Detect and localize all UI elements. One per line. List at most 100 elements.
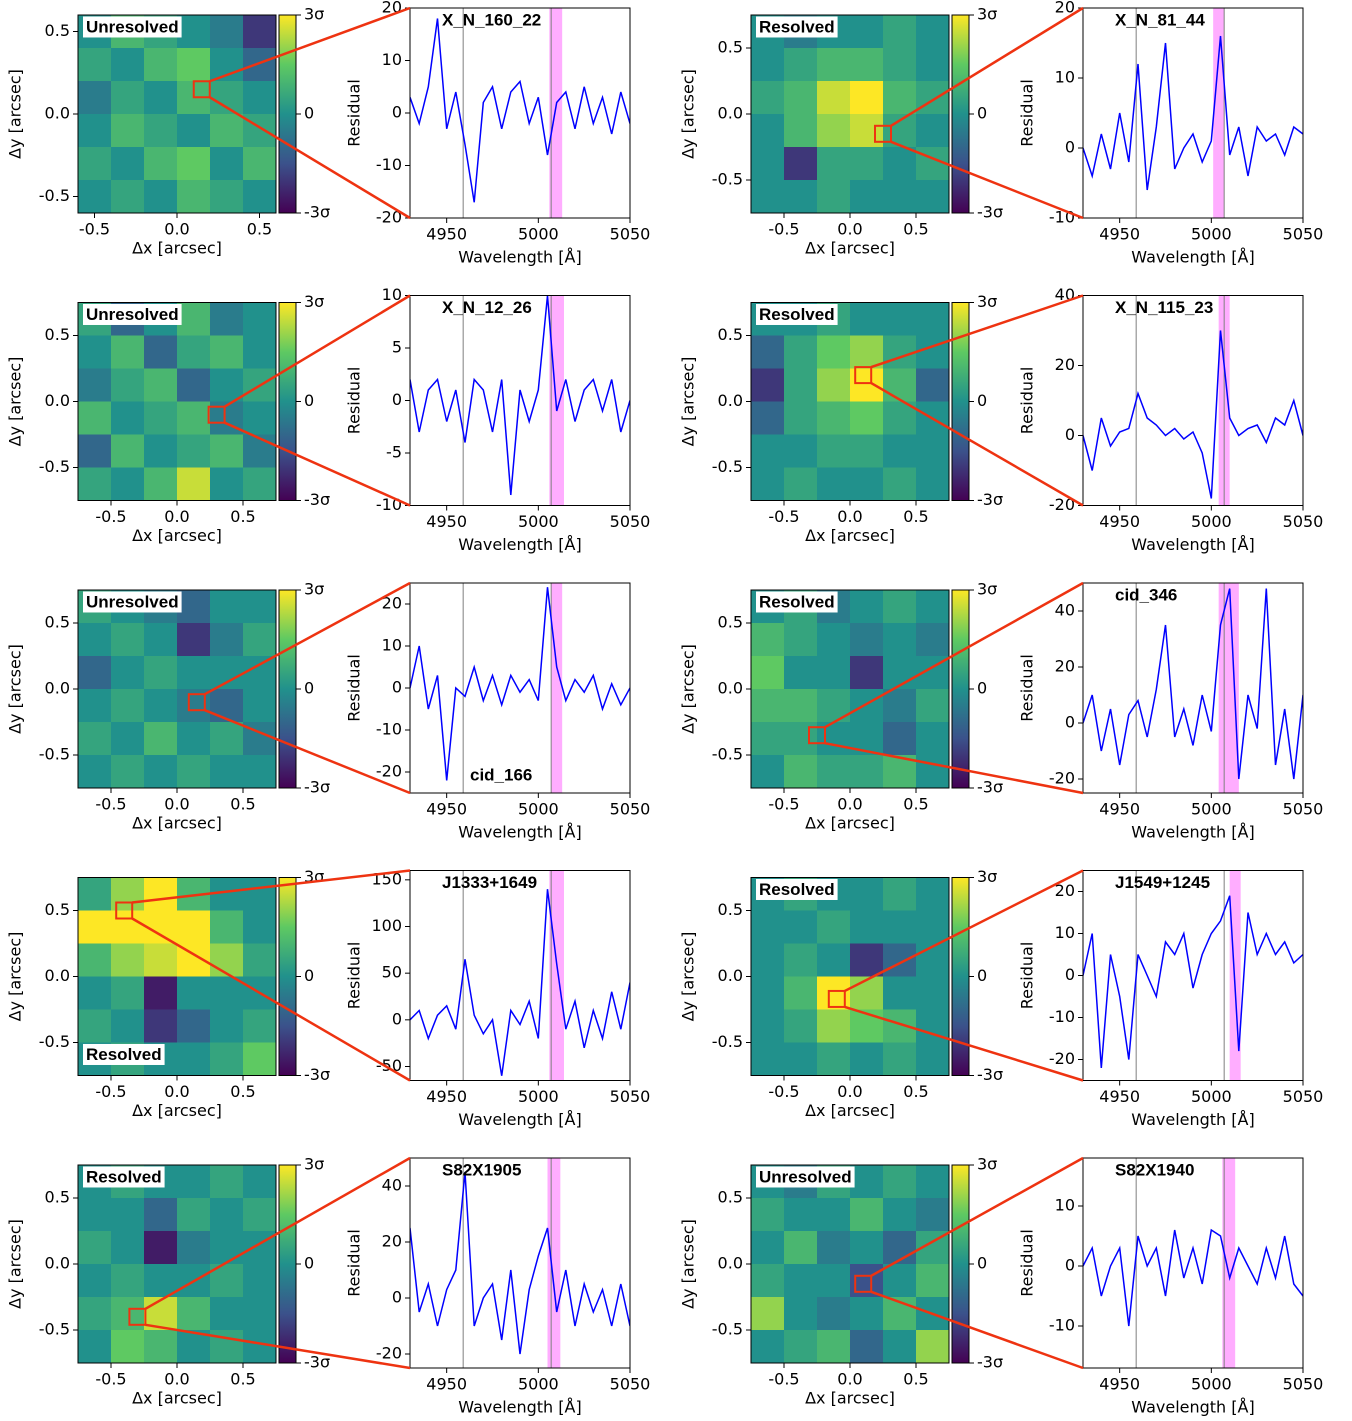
x-tick-label: 5050 [1283, 512, 1324, 531]
heatmap-cell [177, 656, 211, 690]
y-tick-label: -20 [1049, 769, 1075, 788]
heatmap-cell [751, 1297, 785, 1331]
x-tick-label: 0.5 [903, 1082, 928, 1101]
colorbar-tick-label: -3σ [304, 1065, 330, 1084]
y-tick-label: -50 [376, 1056, 402, 1075]
heatmap-cell [210, 722, 244, 756]
y-tick-label: 50 [382, 963, 402, 982]
x-tick-label: 0.0 [164, 507, 189, 526]
x-tick-label: 0.5 [247, 220, 272, 239]
x-tick-label: 5000 [518, 1087, 559, 1106]
y-tick-label: 20 [1055, 0, 1075, 17]
y-tick-label: 20 [1055, 355, 1075, 374]
heatmap-cell [817, 114, 851, 148]
connector-line [824, 741, 1084, 795]
connector-line [870, 382, 1084, 507]
heatmap-cell [144, 81, 178, 115]
x-tick-label: 4950 [1099, 512, 1140, 531]
heatmap-cell [243, 1330, 277, 1364]
heatmap-cell [210, 590, 244, 624]
heatmap-cell [78, 48, 112, 82]
heatmap-cell [883, 1165, 917, 1199]
heatmap-cell [883, 15, 917, 49]
spectrum-title: S82X1940 [1115, 1160, 1194, 1179]
heatmap-cell [177, 755, 211, 789]
heatmap-cell [210, 81, 244, 115]
y-axis-label: Δy [arcsec] [679, 932, 698, 1022]
heatmap-cell [177, 114, 211, 148]
y-tick-label: -0.5 [39, 1320, 70, 1339]
spectrum-line [410, 889, 630, 1076]
x-axis-label: Wavelength [Å] [458, 535, 581, 554]
heatmap-cell [817, 1297, 851, 1331]
heatmap-cell [850, 590, 884, 624]
y-tick-label: -10 [376, 720, 402, 739]
zoom-box [192, 80, 211, 99]
x-axis-label: Δx [arcsec] [805, 1101, 895, 1120]
heatmap-cell [817, 434, 851, 468]
x-tick-label: 0.5 [230, 1082, 255, 1101]
heatmap-cell [883, 910, 917, 944]
heatmap-cell [78, 401, 112, 435]
y-tick-label: 0.0 [718, 966, 743, 985]
heatmap-cell [916, 623, 950, 657]
x-tick-label: -0.5 [768, 220, 799, 239]
y-axis-label: Δy [arcsec] [6, 932, 25, 1022]
heatmap-cell [751, 755, 785, 789]
y-tick-label: 40 [1055, 601, 1075, 620]
zoom-box [187, 693, 206, 712]
emission-band [549, 295, 564, 506]
y-tick-label: 0.5 [718, 900, 743, 919]
heatmap-cell [784, 623, 818, 657]
heatmap-cell [784, 1264, 818, 1298]
heatmap-cell [784, 467, 818, 501]
heatmap-cell [751, 467, 785, 501]
axes-frame [1082, 295, 1304, 506]
spectrum-line [1083, 588, 1303, 780]
heatmap-cell [111, 114, 145, 148]
heatmap-cell [751, 81, 785, 115]
heatmap-cell [78, 81, 112, 115]
heatmap-cell [784, 976, 818, 1010]
heatmap-cell [916, 368, 950, 402]
zoom-box [827, 989, 846, 1008]
heatmap-cell [210, 1009, 244, 1043]
spectrum-title: cid_166 [470, 765, 532, 784]
heatmap-cell [177, 368, 211, 402]
heatmap-cell [850, 910, 884, 944]
connector-line [131, 917, 411, 1082]
y-tick-label: 0 [1065, 713, 1075, 732]
heatmap-cell [177, 302, 211, 336]
heatmap-cell [210, 147, 244, 181]
heatmap-cell [850, 1198, 884, 1232]
heatmap-cell [784, 1042, 818, 1076]
colorbar [951, 14, 970, 214]
heatmap-cell [751, 147, 785, 181]
heatmap-cell [916, 1330, 950, 1364]
x-axis-label: Δx [arcsec] [132, 1389, 222, 1408]
heatmap-cell [177, 147, 211, 181]
spectrum-line [1083, 895, 1303, 1068]
heatmap-cell [916, 434, 950, 468]
x-tick-label: 5000 [518, 1375, 559, 1394]
heatmap-cell [817, 1264, 851, 1298]
heatmap-cell [784, 910, 818, 944]
y-tick-label: 0.5 [45, 1188, 70, 1207]
heatmap-cell [243, 590, 277, 624]
heatmap-cell [177, 48, 211, 82]
heatmap-cell [883, 623, 917, 657]
heatmap-cell [883, 590, 917, 624]
emission-band [1213, 8, 1225, 218]
heatmap-cell [883, 656, 917, 690]
heatmap-cell [78, 910, 112, 944]
heatmap-cell [111, 689, 145, 723]
y-tick-label: 0 [392, 1009, 402, 1028]
colorbar [951, 1164, 970, 1364]
spectrum-line [410, 295, 630, 496]
y-axis-label: Δy [arcsec] [6, 357, 25, 447]
y-tick-label: -0.5 [712, 1320, 743, 1339]
heatmap-cell [78, 1330, 112, 1364]
x-tick-label: 0.0 [837, 507, 862, 526]
heatmap-cell [111, 1264, 145, 1298]
heatmap-cell [144, 467, 178, 501]
